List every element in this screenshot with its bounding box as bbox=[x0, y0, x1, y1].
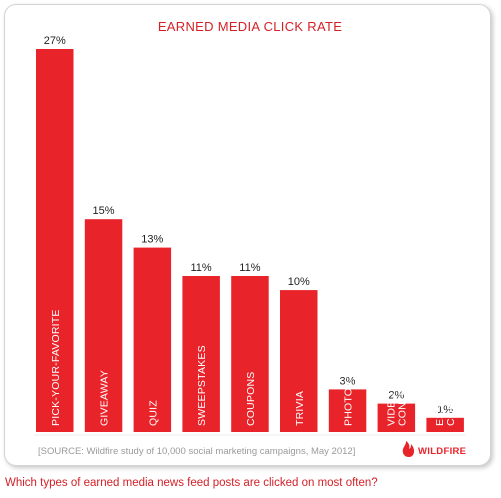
category-label: GIVEAWAY bbox=[99, 370, 111, 426]
bar-chart: EARNED MEDIA CLICK RATE 27% PICK-YOUR-FAV… bbox=[34, 19, 466, 457]
category-label: ESSAYCONTEST bbox=[434, 374, 457, 426]
value-label: 27% bbox=[44, 35, 66, 47]
category-label: VIDEOCONTEST bbox=[385, 374, 408, 426]
bar-video-contest bbox=[377, 403, 416, 432]
category-label: TRIVIA bbox=[294, 391, 306, 426]
wildfire-logo: WILDFIRE bbox=[402, 441, 466, 457]
value-label: 10% bbox=[288, 276, 310, 288]
source-note: [SOURCE: Wildfire study of 10,000 social… bbox=[38, 446, 355, 457]
flame-icon bbox=[402, 441, 415, 457]
bar-sweepstakes bbox=[182, 276, 220, 432]
category-label: PHOTO CONTEST bbox=[343, 333, 355, 426]
value-label: 11% bbox=[239, 262, 260, 274]
value-label: 3% bbox=[340, 375, 356, 387]
value-label: 11% bbox=[190, 262, 211, 274]
bar-pick-your-favorite bbox=[36, 49, 74, 432]
category-label: SWEEPSTAKES bbox=[196, 345, 208, 426]
wildfire-wordmark: WILDFIRE bbox=[418, 446, 466, 457]
category-label: PICK-YOUR-FAVORITE bbox=[50, 309, 62, 426]
value-label: 13% bbox=[141, 234, 163, 246]
chart-title: EARNED MEDIA CLICK RATE bbox=[158, 19, 342, 34]
bar-trivia bbox=[280, 290, 318, 432]
caption: Which types of earned media news feed po… bbox=[5, 477, 378, 489]
category-label: COUPONS bbox=[245, 372, 257, 427]
value-label: 2% bbox=[388, 390, 404, 402]
value-label: 15% bbox=[92, 205, 114, 217]
bar-giveaway bbox=[84, 219, 123, 432]
value-label: 1% bbox=[437, 404, 453, 416]
bar-coupons bbox=[231, 276, 269, 432]
bar-essay-contest bbox=[426, 417, 464, 432]
bar-photo-contest bbox=[328, 389, 367, 432]
bars-layer: 27% PICK-YOUR-FAVORITE 15% GIVEAWAY 13% QUIZ 1… bbox=[36, 35, 464, 432]
bar-quiz bbox=[133, 247, 172, 432]
category-label: QUIZ bbox=[147, 400, 159, 426]
